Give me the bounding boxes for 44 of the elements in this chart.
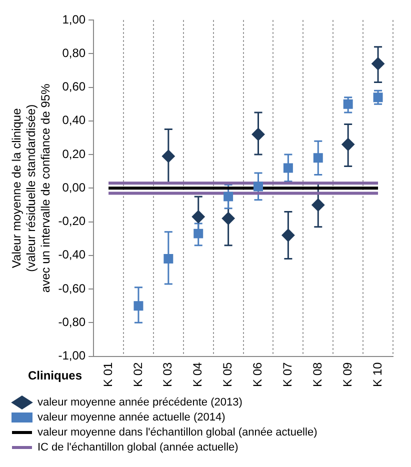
legend-label: valeur moyenne année actuelle (2014) <box>38 412 226 424</box>
y-axis-title: Valeur moyenne de la clinique (valeur résiduelle standardisée) avec un intervalle de confiance de 95% <box>10 83 52 293</box>
point <box>312 198 325 212</box>
point <box>313 153 323 163</box>
y-tick-label: 0,80 <box>62 46 86 60</box>
y-tick-label: 0,40 <box>62 113 86 128</box>
point <box>283 163 293 173</box>
y-tick-label: 0,60 <box>62 80 86 94</box>
y-tick-label: 1,00 <box>62 12 86 26</box>
y-tick-label: -0,40 <box>58 248 86 262</box>
point <box>343 99 353 109</box>
y-tick-label: -0,80 <box>58 314 86 329</box>
point <box>222 212 235 225</box>
point <box>162 150 175 163</box>
y-tick-label: -0,60 <box>58 281 86 296</box>
point <box>194 228 204 238</box>
legend-label: valeur moyenne année précédente (2013) <box>38 396 242 409</box>
x-tick-label: K 05 <box>220 362 235 387</box>
x-tick-label: K 09 <box>340 362 354 387</box>
point <box>192 210 205 224</box>
x-tick-label: K 10 <box>370 362 384 387</box>
point <box>134 301 144 311</box>
x-tick-label: K 01 <box>100 362 115 387</box>
point <box>254 182 263 192</box>
point <box>164 254 174 264</box>
x-tick-label: K 07 <box>280 362 295 387</box>
y-tick-label: -1,00 <box>58 348 86 363</box>
legend-label: IC de l'échantillon global (année actuelle) <box>38 442 238 454</box>
point <box>252 128 265 141</box>
point <box>224 192 234 202</box>
y-tick-label: -0,20 <box>58 214 86 228</box>
point <box>372 57 385 70</box>
x-tick-label: K 04 <box>190 362 205 387</box>
y-tick-label: 0,00 <box>62 180 86 194</box>
point <box>342 138 355 151</box>
y-tick-label: 0,20 <box>62 146 86 161</box>
x-axis-title: Cliniques <box>28 368 82 383</box>
x-tick-label: K 08 <box>310 362 324 387</box>
x-tick-label: K 06 <box>250 362 265 387</box>
x-tick-label: K 03 <box>160 362 175 387</box>
point <box>282 228 295 242</box>
point <box>373 92 383 102</box>
legend-label: valeur moyenne dans l'échantillon global (année actuelle) <box>38 426 318 439</box>
x-tick-label: K 02 <box>130 362 145 387</box>
